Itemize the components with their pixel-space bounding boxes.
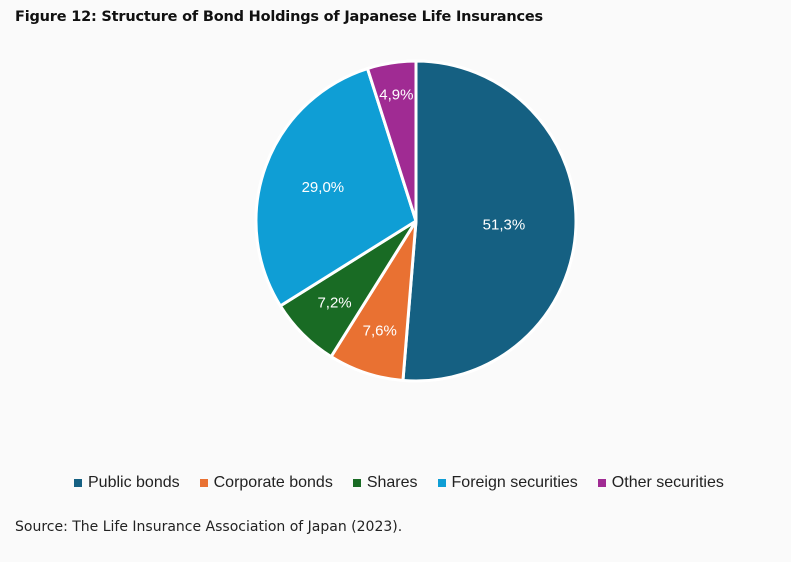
pie-slice-public-bonds [401,59,578,383]
legend-swatch [437,479,446,487]
legend-item-public-bonds: Public bonds [74,474,180,492]
legend-swatch [74,479,82,487]
slice-label: 7,6% [363,322,397,339]
legend-label: Corporate bonds [213,474,333,491]
legend-swatch [597,479,606,487]
pie-chart: 51,3% 7,6% 7,2% 29,0% 4,9% [254,59,578,383]
slice-label: 51,3% [483,217,526,234]
chart-title: Figure 12: Structure of Bond Holdings of… [15,9,543,25]
slice-label: 29,0% [302,179,345,196]
pie-slice-other-securities [366,59,418,223]
slice-label: 4,9% [379,87,413,104]
legend-swatch [352,479,361,487]
legend-label: Other securities [611,474,724,491]
pie-slice-foreign-securities [254,67,418,308]
legend-item-shares: Shares [352,474,418,492]
legend-label: Foreign securities [451,474,578,491]
legend-item-other-securities: Other securities [597,474,724,492]
legend-label: Shares [366,474,418,491]
legend: Public bonds Corporate bonds Shares Fore… [74,474,744,492]
legend-label: Public bonds [88,474,180,491]
legend-item-corporate-bonds: Corporate bonds [199,474,333,492]
legend-item-foreign-securities: Foreign securities [437,474,578,492]
slice-label: 7,2% [317,294,351,311]
legend-swatch [199,479,208,487]
source-note: Source: The Life Insurance Association o… [15,519,403,535]
